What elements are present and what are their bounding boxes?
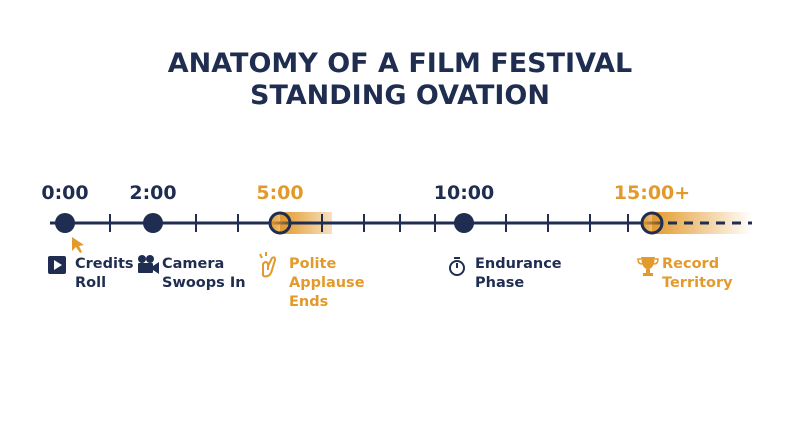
- milestone-caption: Credits: [75, 256, 134, 272]
- milestone-dot: [55, 213, 75, 233]
- time-label: 10:00: [434, 182, 494, 204]
- time-label: 5:00: [256, 182, 303, 204]
- milestone-dot: [640, 211, 664, 235]
- milestone-caption: Polite: [289, 256, 336, 272]
- milestone-caption: Ends: [289, 294, 328, 310]
- milestone-caption: Endurance: [475, 256, 562, 272]
- milestone-caption: Roll: [75, 275, 106, 291]
- tick-marks: [109, 214, 629, 232]
- milestone-caption: Record: [662, 256, 719, 272]
- milestone-caption: Swoops In: [162, 275, 246, 291]
- camera-icon: [138, 255, 159, 274]
- time-label: 15:00+: [614, 182, 690, 204]
- film-icon: [48, 256, 66, 274]
- milestone-dot: [143, 213, 163, 233]
- milestone-caption: Camera: [162, 256, 224, 272]
- stopwatch-icon: [449, 257, 465, 276]
- milestone-caption: Phase: [475, 275, 524, 291]
- applause-icon: [259, 252, 277, 278]
- milestones: 0:00 Credits Roll 2:00 Camera Swoops In 5:00 Po…: [41, 182, 733, 310]
- time-label: 2:00: [129, 182, 176, 204]
- milestone-caption: Territory: [662, 275, 733, 291]
- milestone-dot: [268, 211, 292, 235]
- trophy-icon: [637, 257, 659, 276]
- title-line: STANDING OVATION: [250, 80, 550, 111]
- cursor-icon: [72, 237, 84, 253]
- milestone-dot: [454, 213, 474, 233]
- title-line: ANATOMY OF A FILM FESTIVAL: [168, 48, 633, 79]
- milestone-caption: Applause: [289, 275, 365, 291]
- time-label: 0:00: [41, 182, 88, 204]
